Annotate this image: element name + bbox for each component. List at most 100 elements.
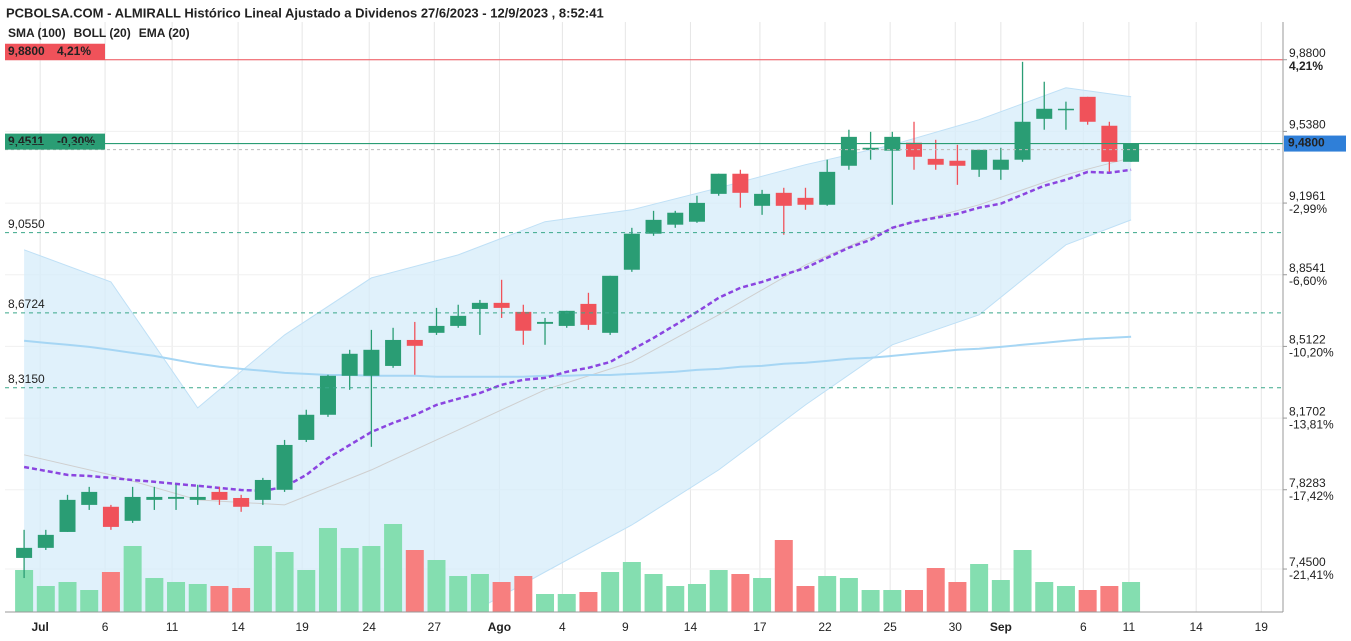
volume-bar xyxy=(1035,582,1054,612)
x-tick-label: Jul xyxy=(31,620,48,634)
level-label: 9,4511 xyxy=(8,134,44,148)
volume-bar xyxy=(731,574,750,612)
y-tick-label: 7,4500 xyxy=(1289,555,1326,569)
candle-body xyxy=(16,547,33,558)
candle-body xyxy=(840,136,857,166)
volume-bar xyxy=(58,582,77,612)
y-tick-label: 9,1961 xyxy=(1289,189,1326,203)
candle-body xyxy=(81,491,98,505)
candle-body xyxy=(233,497,250,507)
volume-bar xyxy=(774,540,793,612)
candle-body xyxy=(254,479,271,500)
candle-body xyxy=(37,534,54,548)
x-tick-label: 6 xyxy=(1080,620,1087,634)
volume-bar xyxy=(579,592,598,612)
volume-bar xyxy=(948,582,967,612)
volume-bar xyxy=(536,594,555,612)
volume-bar xyxy=(991,580,1010,612)
candle-body xyxy=(602,275,619,333)
candle-body xyxy=(298,414,315,440)
volume-bar xyxy=(926,568,945,612)
candle-body xyxy=(1079,96,1096,122)
candle-body xyxy=(471,302,488,309)
volume-bar xyxy=(905,590,924,612)
level-box xyxy=(5,43,105,60)
bollinger-band xyxy=(24,87,1132,612)
volume-bar xyxy=(427,560,446,612)
x-tick-label: Sep xyxy=(990,620,1012,634)
y-tick-label: 9,5380 xyxy=(1289,118,1326,132)
candle-body xyxy=(319,375,336,415)
volume-bar xyxy=(492,582,511,612)
volume-bar xyxy=(970,564,989,612)
candle-body xyxy=(385,339,402,366)
study-line xyxy=(23,168,1132,493)
bollinger-lower xyxy=(471,219,1132,612)
candle-body xyxy=(580,303,597,325)
x-tick-label: 19 xyxy=(295,620,309,634)
volume-bar xyxy=(514,576,533,612)
volume-bar xyxy=(644,574,663,612)
plot-area xyxy=(5,22,1283,612)
volume-bar xyxy=(449,576,468,612)
candle-body xyxy=(688,202,705,222)
y-tick-change: -10,20% xyxy=(1289,346,1334,360)
volume-bar xyxy=(297,570,316,612)
volume-bar xyxy=(253,546,272,612)
study-line xyxy=(24,335,1132,378)
candle-body xyxy=(276,444,293,490)
last-price-box xyxy=(1284,135,1346,152)
candle-body xyxy=(1036,108,1053,119)
candle-body xyxy=(558,310,575,326)
level-label: 8,3150 xyxy=(8,372,45,386)
candle-body xyxy=(1014,121,1031,160)
level-box xyxy=(5,133,105,150)
level-label: 9,0550 xyxy=(8,217,45,231)
x-tick-label: 14 xyxy=(684,620,698,634)
candle-body xyxy=(450,315,467,326)
candle-body xyxy=(971,149,988,170)
candle-body xyxy=(59,499,76,532)
candle-body xyxy=(645,219,662,234)
volume-bar xyxy=(384,524,403,612)
level-change: 4,21% xyxy=(57,44,91,58)
x-tick-label: 11 xyxy=(166,620,179,634)
x-tick-label: 24 xyxy=(363,620,377,634)
volume-bar xyxy=(36,586,55,612)
volume-bar xyxy=(405,550,424,612)
volume-bar xyxy=(557,594,576,612)
candle-body xyxy=(515,311,532,331)
volume-bar xyxy=(666,586,685,612)
x-tick-label: 14 xyxy=(1189,620,1203,634)
candle-body xyxy=(992,159,1009,170)
candle-body xyxy=(775,192,792,206)
y-tick-change: -21,41% xyxy=(1289,568,1334,582)
candle-body xyxy=(211,491,228,500)
y-tick-label: 8,1702 xyxy=(1289,404,1326,418)
candle-body xyxy=(949,160,966,166)
volume-bar xyxy=(1013,550,1032,612)
volume-bar xyxy=(318,528,337,612)
volume-bar xyxy=(340,548,359,612)
y-tick-label: 9,8800 xyxy=(1289,46,1326,60)
candle-body xyxy=(168,496,185,499)
volume-bar xyxy=(123,546,142,612)
y-tick-change: -13,81% xyxy=(1289,417,1334,431)
volume-bar xyxy=(15,570,34,612)
x-tick-label: 19 xyxy=(1255,620,1269,634)
legend-entry: BOLL (20) xyxy=(74,26,131,40)
y-tick-change: -2,99% xyxy=(1289,202,1327,216)
candle-body xyxy=(1057,108,1074,111)
bollinger-upper xyxy=(23,87,1132,409)
volume-bar xyxy=(275,552,294,612)
y-tick-change: 4,21% xyxy=(1289,59,1323,73)
volume-bar xyxy=(210,586,229,612)
candle-body xyxy=(754,193,771,206)
x-tick-label: 6 xyxy=(102,620,109,634)
y-tick-label: 8,8541 xyxy=(1289,261,1326,275)
x-tick-label: 4 xyxy=(559,620,566,634)
candle-body xyxy=(623,233,640,270)
candle-body xyxy=(710,173,727,194)
candle-body xyxy=(363,349,380,376)
legend-entry: EMA (20) xyxy=(139,26,190,40)
